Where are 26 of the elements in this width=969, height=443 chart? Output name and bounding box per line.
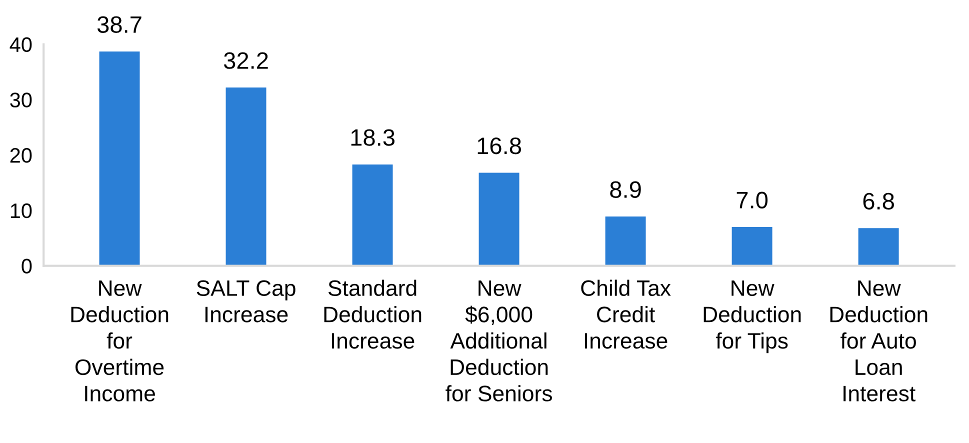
y-tick-label: 30 [10, 92, 32, 108]
bar [858, 228, 899, 266]
data-label: 8.9 [610, 181, 641, 198]
data-label: 16.8 [478, 137, 521, 154]
x-tick-label: New $6,000 Additional Deduction for Seniors [446, 280, 552, 402]
bar [352, 164, 393, 266]
bar [99, 52, 140, 266]
bar [478, 172, 520, 266]
data-label: 7.0 [736, 192, 768, 208]
bar [605, 216, 646, 266]
data-label: 18.3 [351, 129, 394, 146]
x-tick-label: New Deduction for Auto Loan Interest [830, 280, 928, 402]
y-tick-label: 20 [10, 148, 32, 163]
data-label: 6.8 [863, 192, 894, 210]
x-tick-label: Child Tax Credit Increase [581, 280, 671, 349]
y-tick-label: 10 [10, 203, 32, 218]
bar [732, 227, 772, 266]
bar [226, 87, 266, 266]
x-tick-label: New Deduction for Overtime Income [71, 280, 168, 402]
y-tick-label: 0 [22, 258, 32, 274]
x-tick-label: SALT Cap Increase [196, 280, 296, 322]
x-tick-label: Standard Deduction Increase [324, 280, 422, 349]
y-tick-label: 40 [10, 37, 32, 52]
data-label: 32.2 [224, 52, 268, 69]
data-label: 38.7 [97, 16, 142, 33]
x-tick-label: New Deduction for Tips [704, 280, 801, 354]
